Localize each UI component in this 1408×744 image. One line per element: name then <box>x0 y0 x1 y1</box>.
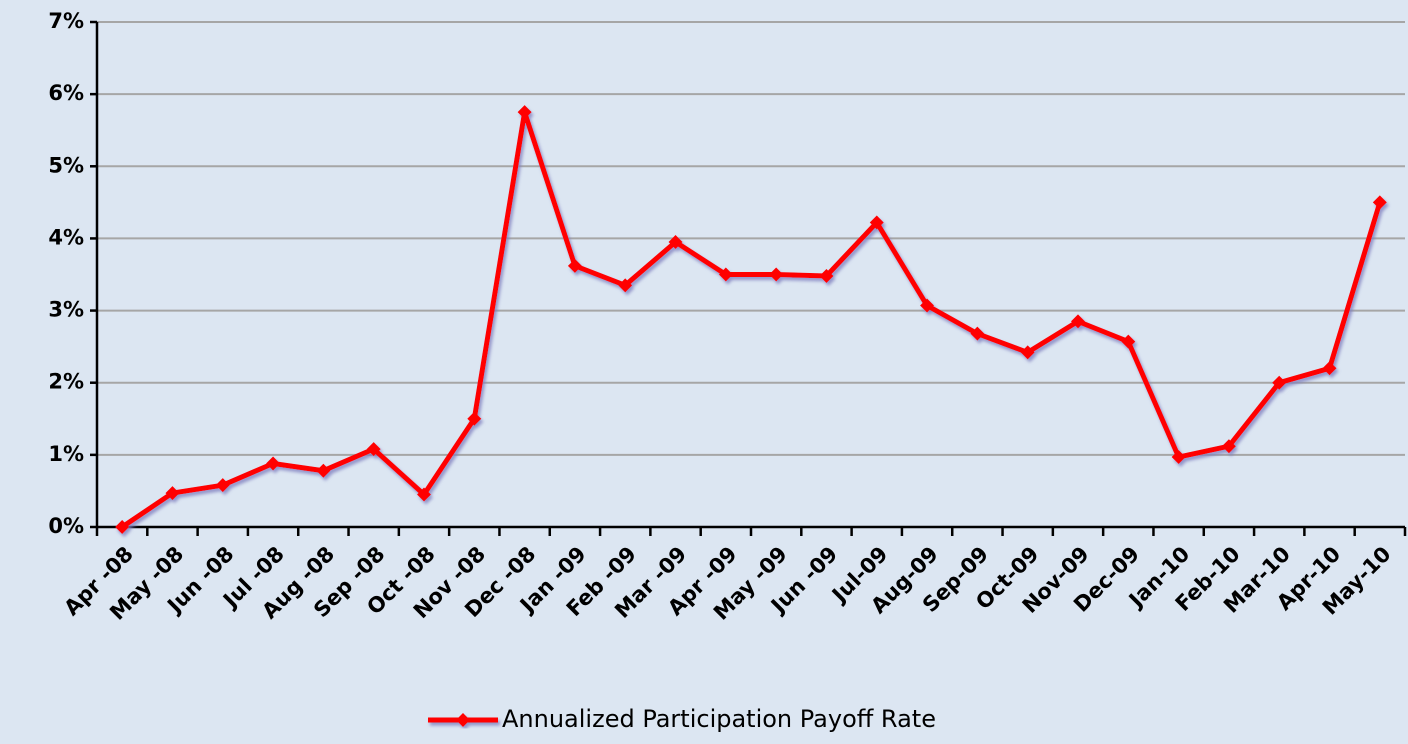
y-tick-label: 4% <box>48 225 84 249</box>
marker <box>215 478 230 493</box>
marker <box>920 298 935 313</box>
marker <box>869 215 884 230</box>
marker <box>769 267 784 282</box>
y-tick-label: 2% <box>48 370 84 394</box>
marker <box>1171 450 1186 465</box>
marker <box>1121 334 1136 349</box>
marker <box>165 486 180 501</box>
marker <box>417 487 431 502</box>
marker <box>115 520 130 534</box>
legend-item <box>428 713 498 727</box>
y-tick-label: 5% <box>48 153 84 177</box>
marker <box>1020 345 1035 360</box>
marker <box>970 326 985 341</box>
marker <box>567 258 582 273</box>
marker <box>668 235 683 250</box>
marker <box>316 463 331 478</box>
marker <box>1372 195 1387 210</box>
marker <box>517 105 532 120</box>
marker <box>467 411 482 426</box>
marker <box>819 268 834 283</box>
marker <box>1322 361 1337 376</box>
marker <box>366 442 381 457</box>
marker <box>718 267 733 282</box>
y-tick-label: 0% <box>48 514 84 538</box>
y-tick-label: 7% <box>48 9 84 33</box>
marker <box>1071 314 1085 329</box>
marker <box>1221 439 1236 454</box>
legend-label: Annualized Participation Payoff Rate <box>502 705 936 733</box>
marker <box>266 456 281 471</box>
line <box>120 109 1383 530</box>
marker <box>1272 375 1287 390</box>
y-tick-label: 1% <box>48 442 84 466</box>
y-tick-label: 6% <box>48 81 84 105</box>
legend-marker <box>456 713 470 727</box>
y-tick-label: 3% <box>48 298 84 322</box>
series <box>115 105 1387 534</box>
marker <box>618 278 633 293</box>
